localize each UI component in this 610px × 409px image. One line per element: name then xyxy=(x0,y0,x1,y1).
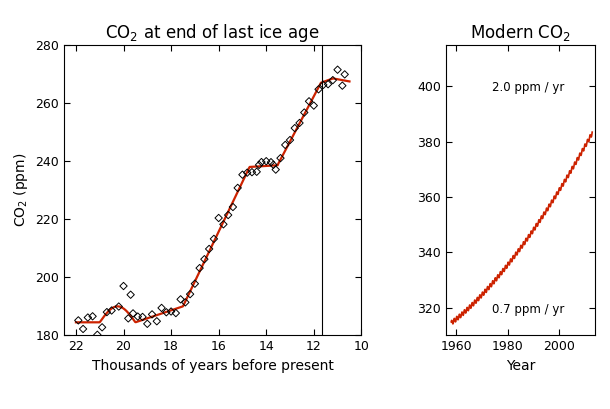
Point xyxy=(93,332,102,338)
Point xyxy=(337,82,347,89)
Point xyxy=(323,81,333,88)
Point xyxy=(107,307,117,314)
Point xyxy=(304,98,314,105)
Point xyxy=(247,169,257,175)
Point xyxy=(318,82,328,88)
Point xyxy=(209,236,219,242)
Point xyxy=(147,311,157,318)
Point xyxy=(295,120,304,126)
Point xyxy=(181,299,190,306)
Point xyxy=(254,162,264,168)
Y-axis label: CO$_2$ (ppm): CO$_2$ (ppm) xyxy=(12,153,30,227)
Point xyxy=(195,265,204,271)
Point xyxy=(138,314,148,320)
Point xyxy=(102,309,112,315)
Point xyxy=(271,166,281,173)
Point xyxy=(83,314,93,321)
Point xyxy=(257,159,267,165)
Point xyxy=(332,66,342,73)
Point xyxy=(266,159,276,166)
Point xyxy=(176,296,185,303)
Point xyxy=(261,158,271,164)
Point xyxy=(340,71,350,78)
Point xyxy=(204,246,214,252)
Title: CO$_2$ at end of last ice age: CO$_2$ at end of last ice age xyxy=(106,22,320,44)
Point xyxy=(126,292,135,298)
Point xyxy=(118,283,128,289)
Point xyxy=(276,155,285,162)
Point xyxy=(185,291,195,297)
Point xyxy=(314,86,323,92)
Point xyxy=(252,169,262,175)
Text: 2.0 ppm / yr: 2.0 ppm / yr xyxy=(492,81,565,94)
Point xyxy=(171,310,181,316)
Point xyxy=(242,169,252,176)
Point xyxy=(190,281,199,287)
Point xyxy=(152,318,162,324)
Point xyxy=(123,315,133,321)
Point xyxy=(199,256,209,263)
Point xyxy=(73,317,83,324)
X-axis label: Year: Year xyxy=(506,359,535,373)
Point xyxy=(88,313,98,319)
Title: Modern CO$_2$: Modern CO$_2$ xyxy=(470,22,571,43)
Point xyxy=(223,212,233,218)
Text: 0.7 ppm / yr: 0.7 ppm / yr xyxy=(492,303,565,316)
Point xyxy=(300,109,309,116)
Point xyxy=(157,305,167,311)
Point xyxy=(290,125,300,131)
Point xyxy=(237,171,247,178)
Point xyxy=(114,303,124,310)
Point xyxy=(142,321,152,327)
Point xyxy=(281,142,290,148)
Point xyxy=(162,309,171,315)
Point xyxy=(214,215,223,221)
Point xyxy=(228,204,238,210)
Point xyxy=(133,313,143,320)
Point xyxy=(218,221,228,227)
Point xyxy=(78,326,88,332)
Point xyxy=(268,162,278,168)
Point xyxy=(328,77,338,83)
Point xyxy=(233,184,243,191)
Point xyxy=(166,308,176,315)
Point xyxy=(97,324,107,330)
Point xyxy=(128,310,138,317)
Point xyxy=(285,137,295,143)
X-axis label: Thousands of years before present: Thousands of years before present xyxy=(92,359,334,373)
Point xyxy=(309,102,318,109)
